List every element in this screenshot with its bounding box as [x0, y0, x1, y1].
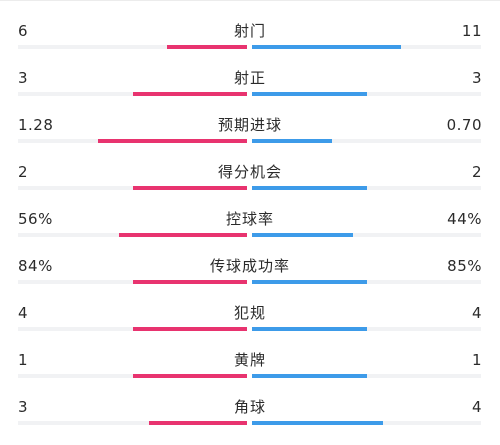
- away-bar-track: [252, 186, 481, 190]
- stat-label: 控球率: [225, 210, 274, 228]
- away-bar: [252, 280, 367, 284]
- home-bar: [132, 92, 247, 96]
- home-bar: [132, 327, 247, 331]
- home-bar-track: [18, 327, 247, 331]
- away-value: 3: [471, 69, 482, 87]
- away-value: 1: [471, 351, 482, 369]
- stat-row-scoring-chances: 2 得分机会 2: [0, 163, 500, 210]
- home-value: 6: [18, 22, 29, 40]
- stat-label: 传球成功率: [209, 257, 290, 275]
- stat-row-yellow-cards: 1 黄牌 1: [0, 351, 500, 398]
- home-bar: [132, 374, 247, 378]
- away-value: 44%: [447, 210, 482, 228]
- home-value: 56%: [18, 210, 53, 228]
- away-bar: [252, 45, 401, 49]
- home-value: 3: [18, 398, 29, 416]
- home-bar-track: [18, 45, 247, 49]
- stat-label: 射正: [233, 69, 266, 87]
- home-bar: [148, 421, 247, 425]
- home-value: 1.28: [18, 116, 54, 134]
- away-value: 85%: [447, 257, 482, 275]
- home-bar: [166, 45, 247, 49]
- away-bar: [252, 139, 333, 143]
- away-bar-track: [252, 327, 481, 331]
- home-bar: [98, 139, 247, 143]
- away-bar-track: [252, 45, 481, 49]
- home-bar-track: [18, 233, 247, 237]
- away-bar: [252, 374, 367, 378]
- home-bar: [132, 186, 247, 190]
- home-bar: [118, 233, 247, 237]
- away-bar-track: [252, 421, 481, 425]
- home-value: 84%: [18, 257, 53, 275]
- stat-row-shots-on-target: 3 射正 3: [0, 69, 500, 116]
- stat-row-pass-accuracy: 84% 传球成功率 85%: [0, 257, 500, 304]
- stat-row-corners: 3 角球 4: [0, 398, 500, 445]
- home-bar-track: [18, 139, 247, 143]
- stat-row-shots: 6 射门 11: [0, 22, 500, 69]
- stat-label: 预期进球: [217, 116, 282, 134]
- home-bar-track: [18, 92, 247, 96]
- stat-label: 得分机会: [217, 163, 282, 181]
- home-bar-track: [18, 374, 247, 378]
- home-bar-track: [18, 421, 247, 425]
- away-bar: [252, 327, 367, 331]
- away-bar: [252, 186, 367, 190]
- away-bar-track: [252, 92, 481, 96]
- stat-label: 角球: [233, 398, 266, 416]
- away-bar: [252, 92, 367, 96]
- stat-row-expected-goals: 1.28 预期进球 0.70: [0, 116, 500, 163]
- home-bar: [132, 280, 247, 284]
- away-value: 4: [471, 398, 482, 416]
- home-value: 1: [18, 351, 29, 369]
- away-bar: [252, 421, 383, 425]
- home-value: 3: [18, 69, 29, 87]
- stat-row-fouls: 4 犯规 4: [0, 304, 500, 351]
- away-value: 2: [471, 163, 482, 181]
- away-bar-track: [252, 374, 481, 378]
- away-bar: [252, 233, 353, 237]
- stat-label: 黄牌: [233, 351, 266, 369]
- home-bar-track: [18, 186, 247, 190]
- home-bar-track: [18, 280, 247, 284]
- home-value: 2: [18, 163, 29, 181]
- stat-row-possession: 56% 控球率 44%: [0, 210, 500, 257]
- away-bar-track: [252, 233, 481, 237]
- stat-label: 射门: [233, 22, 266, 40]
- stat-label: 犯规: [233, 304, 266, 322]
- home-value: 4: [18, 304, 29, 322]
- away-value: 11: [461, 22, 482, 40]
- away-bar-track: [252, 280, 481, 284]
- away-value: 4: [471, 304, 482, 322]
- away-bar-track: [252, 139, 481, 143]
- away-value: 0.70: [446, 116, 482, 134]
- top-divider: [0, 0, 500, 1]
